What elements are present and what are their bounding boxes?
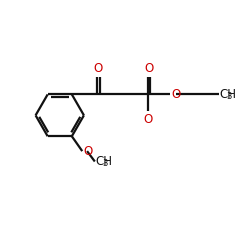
Text: 3: 3	[102, 159, 108, 168]
Text: O: O	[143, 113, 152, 126]
Text: O: O	[84, 144, 93, 158]
Text: CH: CH	[96, 155, 113, 168]
Text: 3: 3	[226, 92, 232, 101]
Text: O: O	[144, 62, 154, 75]
Text: O: O	[172, 88, 181, 101]
Text: O: O	[94, 62, 103, 75]
Text: CH: CH	[220, 88, 237, 101]
